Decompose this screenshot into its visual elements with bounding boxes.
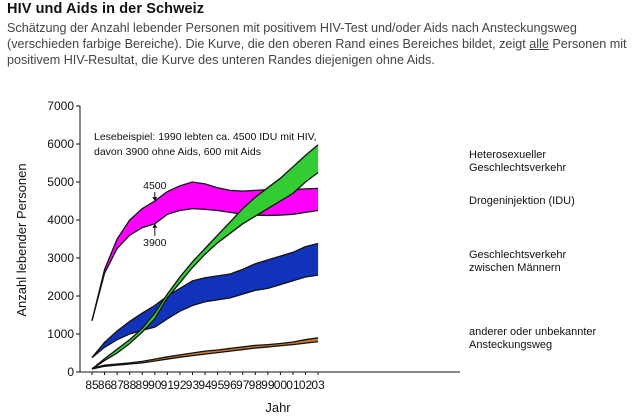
x-tick-label: 94: [198, 378, 212, 392]
y-tick-labels: 0 1000 2000 3000 4000 5000 6000 7000: [47, 99, 80, 379]
x-tick-label: 97: [236, 378, 250, 392]
annotation-4500: 4500: [143, 180, 167, 192]
chart-areas: [91, 144, 319, 370]
x-tick-label: 95: [211, 378, 225, 392]
annotation-arrowhead-3900: [152, 223, 158, 228]
upper-line-anderer-oder-unbekannter-ansteckungsweg: [91, 337, 319, 369]
x-tick-label: 00: [274, 378, 288, 392]
y-tick-label: 0: [67, 365, 74, 379]
x-tick-label: 02: [299, 378, 313, 392]
legend-other-line1: anderer oder unbekannter: [469, 326, 597, 338]
x-tick-label: 91: [161, 378, 175, 392]
subtitle-text-2: Personen mit positivem HIV-Resultat, die…: [7, 37, 627, 67]
y-tick-label: 6000: [47, 137, 74, 151]
x-tick-label: 89: [136, 378, 150, 392]
lower-line-geschlechtsverkehr-zwischen-m-nnern: [91, 274, 319, 359]
annotation-arrowhead-4500: [152, 197, 158, 201]
legend-heterosexual-line2: Geschlechtsverkehr: [469, 162, 567, 174]
chart-subtitle: Schätzung der Anzahl lebender Personen m…: [7, 20, 637, 68]
x-tick-labels: 85 86 87 88 89 90 91 92 93 94 95 96 97 98 99 00 01 02 03: [85, 372, 325, 392]
x-tick-label: 85: [85, 378, 99, 392]
y-tick-label: 2000: [47, 289, 74, 303]
legend-other-line2: Ansteckungsweg: [469, 339, 552, 351]
x-tick-label: 86: [98, 378, 112, 392]
x-tick-label: 01: [286, 378, 300, 392]
chart-title: HIV und Aids in der Schweiz: [7, 1, 205, 17]
y-tick-label: 5000: [47, 175, 74, 189]
x-tick-label: 98: [249, 378, 263, 392]
x-tick-label: 87: [110, 378, 124, 392]
x-tick-label: 03: [311, 378, 325, 392]
annotation-reading-example-line2: davon 3900 ohne Aids, 600 mit Aids: [94, 146, 261, 158]
x-tick-label: 92: [173, 378, 187, 392]
y-axis-title: Anzahl lebender Personen: [14, 163, 29, 316]
upper-line-geschlechtsverkehr-zwischen-m-nnern: [91, 242, 319, 358]
lower-line-drogeninjektion-idu: [91, 207, 319, 321]
area-geschlechtsverkehr-zwischen-m-nnern: [92, 243, 319, 358]
lower-line-anderer-oder-unbekannter-ansteckungsweg: [91, 340, 319, 370]
x-tick-label: 90: [148, 378, 162, 392]
area-heterosexueller-geschlechtsverkehr: [92, 144, 319, 369]
y-tick-label: 1000: [47, 327, 74, 341]
subtitle-text-1: Schätzung der Anzahl lebender Personen m…: [7, 21, 577, 51]
legend-msm-line2: zwischen Männern: [469, 262, 561, 274]
legend-idu-line1: Drogeninjektion (IDU): [469, 195, 575, 207]
legend-heterosexual-line1: Heterosexueller: [469, 149, 546, 161]
chart-legend: HeterosexuellerGeschlechtsverkehrDrogeni…: [469, 149, 597, 351]
y-tick-label: 4000: [47, 213, 74, 227]
x-tick-label: 93: [186, 378, 200, 392]
chart-axes: [79, 106, 460, 373]
y-tick-label: 3000: [47, 251, 74, 265]
area-drogeninjektion-idu: [92, 182, 319, 321]
legend-msm-line1: Geschlechtsverkehr: [469, 249, 567, 261]
upper-line-heterosexueller-geschlechtsverkehr: [91, 144, 319, 370]
subtitle-underlined-word: alle: [529, 37, 549, 51]
y-tick-label: 7000: [47, 99, 74, 113]
x-tick-label: 99: [261, 378, 275, 392]
x-tick-label: 88: [123, 378, 137, 392]
lower-line-heterosexueller-geschlechtsverkehr: [91, 171, 319, 370]
annotation-markers: 4500 3900: [143, 180, 167, 249]
x-axis-title: Jahr: [265, 400, 291, 415]
x-tick-label: 96: [223, 378, 237, 392]
annotation-reading-example-line1: Lesebeispiel: 1990 lebten ca. 4500 IDU m…: [94, 131, 317, 143]
annotation-3900: 3900: [143, 237, 167, 249]
